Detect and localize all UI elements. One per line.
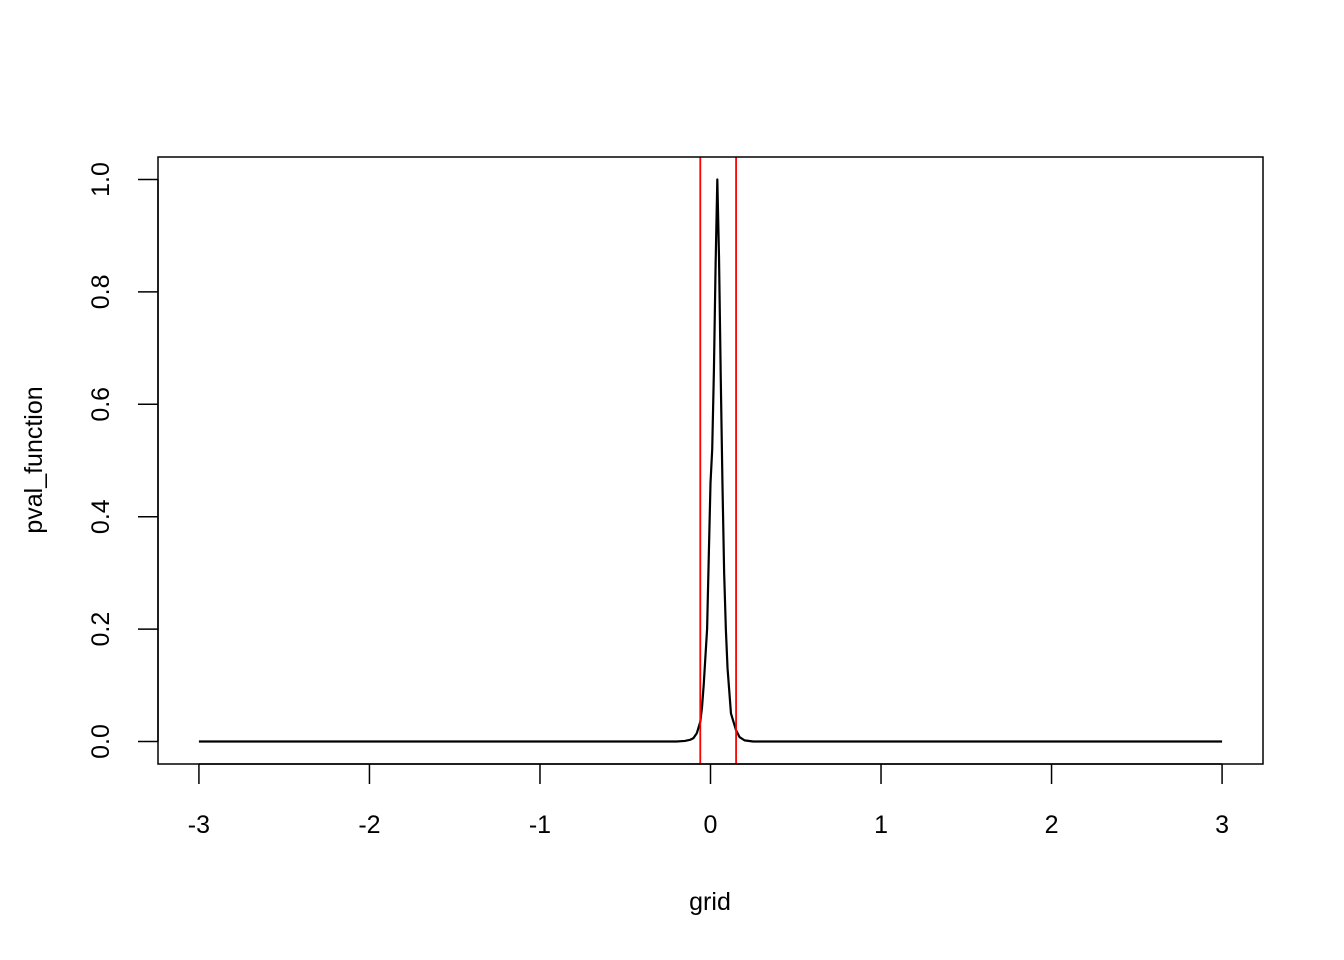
- x-tick-label: 2: [1045, 811, 1059, 839]
- x-tick-label: 0: [704, 811, 718, 839]
- x-axis-title: grid: [689, 888, 731, 916]
- y-axis: 0.0 0.2 0.4 0.6 0.8 1.0: [87, 162, 159, 759]
- y-tick-label: 0.2: [87, 612, 115, 647]
- x-tick-label: -1: [529, 811, 551, 839]
- x-axis: -3 -2 -1 0 1 2 3: [188, 763, 1229, 839]
- series-line-0: [198, 178, 1223, 743]
- y-tick-label: 1.0: [87, 162, 115, 197]
- x-tick-label: -2: [358, 811, 380, 839]
- y-axis-title: pval_function: [20, 386, 48, 533]
- y-tick-label: 0.8: [87, 275, 115, 310]
- plot-frame: [157, 156, 1264, 765]
- x-tick-label: -3: [188, 811, 210, 839]
- plot-content: [198, 157, 1223, 764]
- y-tick-label: 0.6: [87, 387, 115, 422]
- x-tick-label: 1: [874, 811, 888, 839]
- y-tick-label: 0.4: [87, 499, 115, 534]
- x-tick-label: 3: [1215, 811, 1229, 839]
- y-tick-label: 0.0: [87, 724, 115, 759]
